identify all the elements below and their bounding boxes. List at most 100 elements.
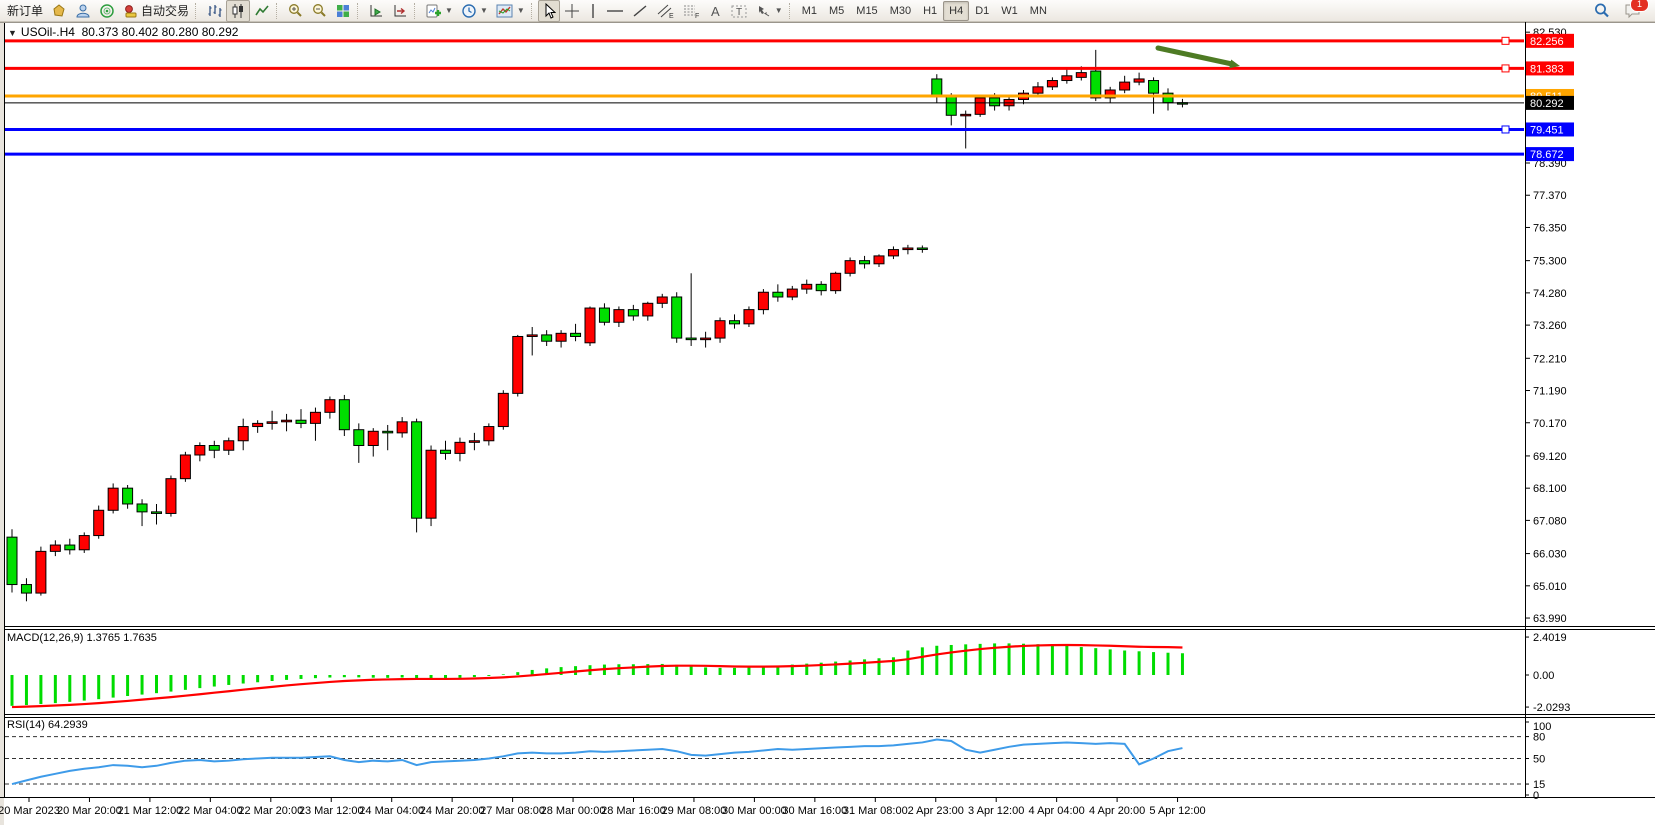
- trendline-icon: [632, 3, 648, 19]
- timeframe-button-mn[interactable]: MN: [1029, 4, 1047, 17]
- candle: [685, 337, 697, 341]
- user-icon: [75, 3, 91, 19]
- horizontal-line-objects: [5, 36, 1524, 156]
- rsi-panel: [5, 736, 1524, 786]
- tile-windows-button[interactable]: [331, 0, 355, 22]
- macd-panel: [10, 643, 1184, 709]
- clock-icon: [461, 3, 477, 19]
- candle: [165, 478, 177, 514]
- candle: [974, 97, 986, 115]
- dropdown-caret-icon: ▼: [516, 6, 525, 15]
- svg-text:66.030: 66.030: [1533, 549, 1567, 561]
- chat-bubble-icon: 1: [1624, 0, 1649, 19]
- auto-scroll-button[interactable]: [364, 0, 388, 22]
- cursor-tool-button[interactable]: [537, 0, 560, 22]
- trendline-tool-button[interactable]: [628, 0, 652, 22]
- candle: [1090, 70, 1102, 99]
- search-icon: [1593, 2, 1610, 19]
- line-chart-button[interactable]: [250, 0, 274, 22]
- bar-chart-button[interactable]: [202, 0, 226, 22]
- timeframe-button-w1[interactable]: W1: [1001, 4, 1018, 17]
- equidistant-channel-tool-button[interactable]: E: [652, 0, 678, 22]
- toolbar-grip: [530, 2, 536, 19]
- toolbar: 新订单 自动交易: [0, 0, 1655, 22]
- zoom-out-button[interactable]: [307, 0, 331, 22]
- svg-text:A: A: [711, 4, 720, 19]
- svg-text:82.256: 82.256: [1530, 36, 1564, 48]
- horizontal-line-tool-button[interactable]: [602, 0, 628, 22]
- svg-text:5 Apr 12:00: 5 Apr 12:00: [1149, 805, 1205, 817]
- timeframe-button-m5[interactable]: M5: [829, 4, 845, 17]
- candle: [6, 536, 18, 586]
- timeframe-clock-button[interactable]: ▼: [457, 0, 492, 22]
- svg-text:24 Mar 20:00: 24 Mar 20:00: [420, 805, 485, 817]
- svg-text:23 Mar 12:00: 23 Mar 12:00: [299, 805, 364, 817]
- dropdown-caret-icon: ▼: [774, 6, 783, 15]
- candle: [20, 584, 32, 594]
- new-order-button[interactable]: 新订单: [3, 0, 47, 22]
- candle: [1061, 75, 1073, 82]
- user-icon-button[interactable]: [71, 0, 95, 22]
- candle: [960, 113, 972, 117]
- svg-text:2.4019: 2.4019: [1533, 632, 1567, 644]
- candle: [483, 426, 495, 442]
- price-axis[interactable]: 82.53078.39077.37076.35075.30074.28073.2…: [1526, 27, 1574, 625]
- candle: [151, 511, 162, 514]
- timeframe-button-m1[interactable]: M1: [801, 4, 817, 17]
- chart-frame: [0, 22, 1655, 798]
- candle: [931, 78, 943, 97]
- chart-menu-dropdown-icon[interactable]: ▼: [8, 28, 17, 38]
- text-label-tool-button[interactable]: T: [726, 0, 752, 22]
- candle: [671, 296, 683, 339]
- svg-text:E: E: [669, 13, 674, 19]
- candlestick-chart-button[interactable]: [226, 0, 251, 22]
- zoom-in-button[interactable]: [283, 0, 307, 22]
- text-tool-button[interactable]: A: [704, 0, 726, 22]
- vertical-line-tool-button[interactable]: [584, 0, 602, 22]
- trend-arrow-object[interactable]: [1155, 45, 1240, 69]
- timeframe-button-m30[interactable]: M30: [889, 4, 912, 17]
- text-icon: A: [708, 3, 722, 19]
- add-indicator-button[interactable]: ▼: [421, 0, 457, 22]
- hline-handle: [1501, 125, 1510, 134]
- chart-canvas[interactable]: 82.53078.39077.37076.35075.30074.28073.2…: [0, 22, 1655, 825]
- symbol-search-button[interactable]: [1589, 0, 1614, 22]
- candle: [1119, 81, 1131, 91]
- candle: [729, 320, 740, 325]
- timeframe-group: M1 M5 M15 M30 H1 H4 D1 W1 MN: [796, 0, 1053, 21]
- svg-text:0: 0: [1533, 790, 1539, 802]
- svg-text:65.010: 65.010: [1533, 581, 1567, 593]
- chart-template-button[interactable]: ▼: [492, 0, 529, 22]
- candle: [107, 487, 119, 511]
- timeframe-button-d1[interactable]: D1: [975, 4, 990, 17]
- candle: [772, 291, 784, 298]
- auto-trading-button[interactable]: 自动交易: [119, 0, 193, 22]
- candle: [873, 255, 885, 265]
- candle: [526, 334, 538, 337]
- toolbar-grip: [357, 2, 362, 19]
- broadcast-icon-button[interactable]: [95, 0, 119, 22]
- candle: [497, 392, 509, 428]
- candle: [743, 309, 755, 325]
- svg-text:50: 50: [1533, 754, 1545, 766]
- macd-name: MACD(12,26,9): [7, 632, 84, 644]
- price-label-81.383: [1526, 61, 1574, 76]
- candle: [266, 421, 278, 424]
- candle: [541, 334, 553, 342]
- timeframe-button-h1[interactable]: H1: [923, 4, 938, 17]
- crosshair-tool-button[interactable]: [560, 0, 584, 22]
- candle: [78, 535, 90, 551]
- timeframe-button-m15[interactable]: M15: [856, 4, 878, 17]
- gold-seal-icon-button[interactable]: [47, 0, 71, 22]
- candle: [844, 260, 856, 274]
- candle: [902, 247, 914, 251]
- candle: [64, 544, 76, 551]
- notifications-button[interactable]: 1: [1620, 0, 1649, 22]
- timeframe-button-h4[interactable]: H4: [943, 0, 970, 21]
- chart-shift-button[interactable]: [388, 0, 412, 22]
- price-label-82.256: [1526, 33, 1574, 48]
- candle: [136, 503, 148, 513]
- fibonacci-tool-button[interactable]: F: [678, 0, 704, 22]
- arrows-tool-button[interactable]: ▼: [752, 0, 787, 22]
